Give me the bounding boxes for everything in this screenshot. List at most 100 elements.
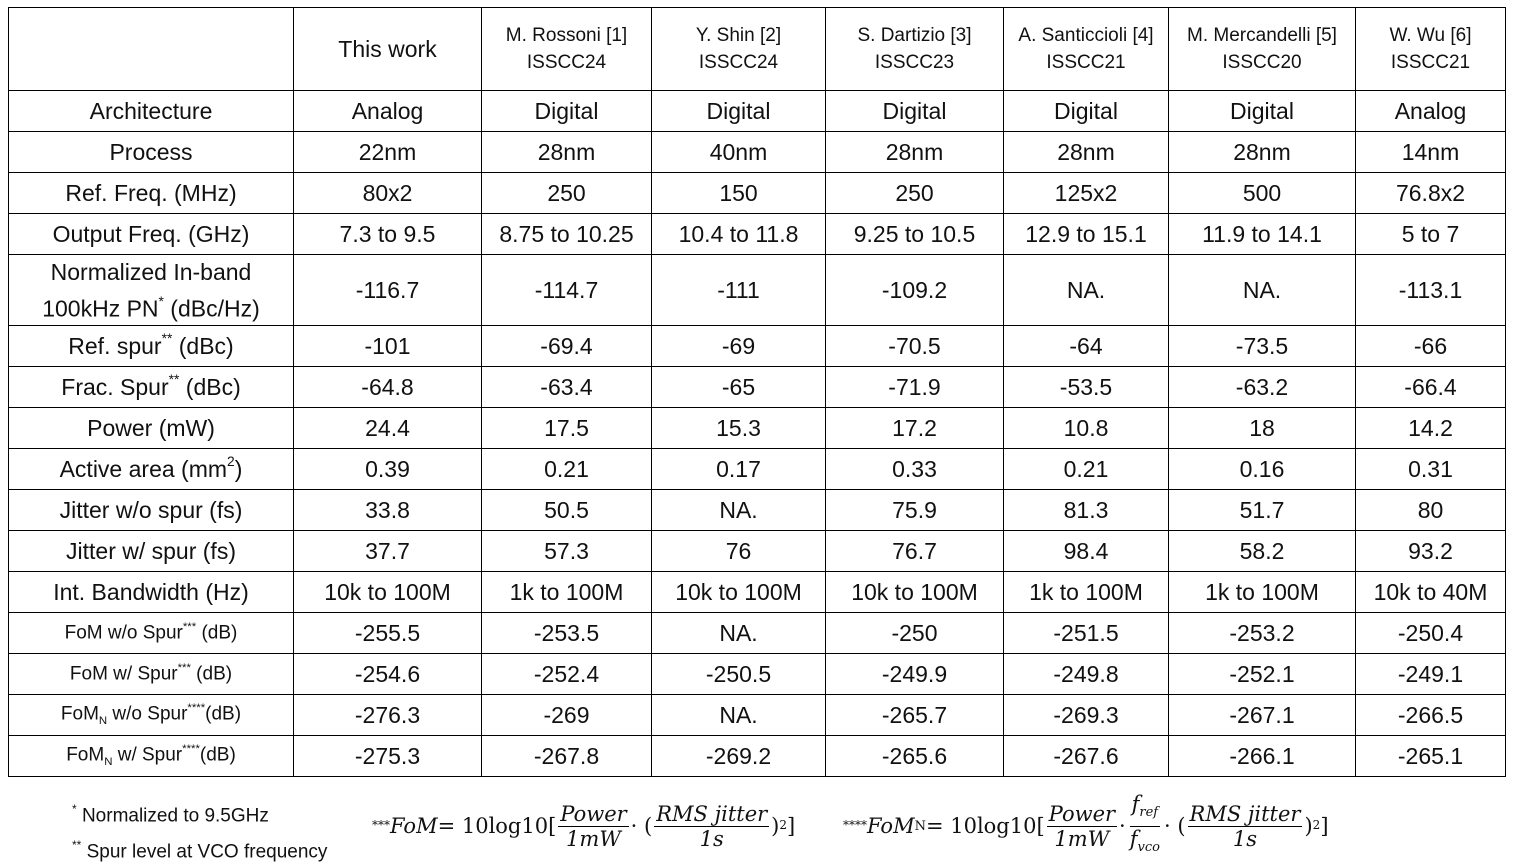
header-venue: ISSCC24 bbox=[526, 52, 607, 73]
header-row: This work M. Rossoni [1] ISSCC24 Y. Shin … bbox=[8, 7, 1506, 91]
row-label-unit: (dB) bbox=[205, 703, 242, 725]
formula-end: ] bbox=[787, 814, 796, 838]
value-cell: 0.21 bbox=[481, 448, 652, 490]
formula-dot: · ( bbox=[1163, 814, 1186, 838]
header-venue: ISSCC23 bbox=[874, 52, 955, 73]
value-cell: 93.2 bbox=[1355, 530, 1506, 572]
row-inband-pn: Normalized In-band 100kHz PN* (dBc/Hz) -1… bbox=[8, 254, 1506, 326]
row-fom-w-spur: FoM w/ Spur*** (dB) -254.6 -252.4 -250.5… bbox=[8, 653, 1506, 695]
footnote-spur-level: ** Spur level at VCO frequency bbox=[72, 831, 327, 867]
footnote-mark: *** bbox=[372, 817, 390, 832]
label-subscript: N bbox=[104, 756, 113, 769]
fraction-denominator: 1mW bbox=[566, 826, 621, 851]
row-label: FoMN w/ Spur****(dB) bbox=[8, 735, 294, 777]
footnote-mark: *** bbox=[182, 620, 197, 633]
row-frac-spur: Frac. Spur** (dBc) -64.8 -63.4 -65 -71.9… bbox=[8, 366, 1506, 408]
value-cell: NA. bbox=[651, 612, 826, 654]
value-cell: -64.8 bbox=[293, 366, 482, 408]
header-venue: ISSCC21 bbox=[1390, 52, 1471, 73]
footnote-mark: ** bbox=[161, 331, 173, 347]
frequency-fraction: fref fvco bbox=[1128, 792, 1162, 859]
value-cell: -101 bbox=[293, 325, 482, 367]
row-label: Ref. spur** (dBc) bbox=[8, 325, 294, 367]
value-cell: 15.3 bbox=[651, 407, 826, 449]
value-cell: 18 bbox=[1168, 407, 1356, 449]
row-label: Output Freq. (GHz) bbox=[8, 213, 294, 255]
header-mercandelli: M. Mercandelli [5] ISSCC20 bbox=[1168, 7, 1356, 91]
value-cell: 10k to 100M bbox=[651, 571, 826, 613]
formula-power: 2 bbox=[1312, 817, 1321, 832]
row-label: FoMN w/o Spur****(dB) bbox=[8, 694, 294, 736]
value-cell: NA. bbox=[1168, 254, 1356, 326]
row-label-text: Active area (mm bbox=[59, 455, 228, 482]
fraction-numerator: fref bbox=[1129, 792, 1161, 827]
value-cell: 28nm bbox=[1003, 131, 1169, 173]
formula-close: ) bbox=[1304, 814, 1313, 838]
value-cell: 75.9 bbox=[825, 489, 1004, 531]
value-cell: -249.9 bbox=[825, 653, 1004, 695]
formula-power: 2 bbox=[779, 817, 788, 832]
row-output-freq: Output Freq. (GHz) 7.3 to 9.5 8.75 to 10… bbox=[8, 213, 1506, 255]
footnote-mark: * bbox=[72, 801, 77, 816]
row-label: Jitter w/o spur (fs) bbox=[8, 489, 294, 531]
row-label-text: FoM bbox=[66, 744, 105, 766]
value-cell: -269 bbox=[481, 694, 652, 736]
header-corner-cell bbox=[8, 7, 294, 91]
row-label: Architecture bbox=[8, 90, 294, 132]
row-active-area: Active area (mm2) 0.39 0.21 0.17 0.33 0.… bbox=[8, 448, 1506, 490]
row-label-text: Ref. spur bbox=[68, 332, 162, 359]
value-cell: 40nm bbox=[651, 131, 826, 173]
value-cell: -250.5 bbox=[651, 653, 826, 695]
footnote-normalized: * Normalized to 9.5GHz bbox=[72, 795, 327, 831]
row-process: Process 22nm 28nm 40nm 28nm 28nm 28nm 14… bbox=[8, 131, 1506, 173]
header-name: This work bbox=[338, 35, 437, 62]
value-cell: -109.2 bbox=[825, 254, 1004, 326]
row-label-text: FoM bbox=[60, 703, 99, 725]
value-cell: 10k to 40M bbox=[1355, 571, 1506, 613]
row-label: Frac. Spur** (dBc) bbox=[8, 366, 294, 408]
value-cell: -53.5 bbox=[1003, 366, 1169, 408]
header-venue: ISSCC24 bbox=[698, 52, 779, 73]
value-cell: -269.3 bbox=[1003, 694, 1169, 736]
value-cell: 0.31 bbox=[1355, 448, 1506, 490]
fraction-numerator: Power bbox=[558, 801, 629, 827]
fraction-denominator: 1mW bbox=[1054, 826, 1110, 851]
row-label: Int. Bandwidth (Hz) bbox=[8, 571, 294, 613]
row-label: FoM w/o Spur*** (dB) bbox=[8, 612, 294, 654]
fomn-formula: **** FoM N = 10log10[ Power 1mW · fref fvco… bbox=[843, 792, 1329, 859]
header-venue: ISSCC21 bbox=[1046, 52, 1126, 73]
footnote-mark: **** bbox=[187, 701, 206, 714]
row-label-line1: Normalized In-band bbox=[50, 258, 252, 285]
row-label-text: FoM w/ Spur bbox=[69, 663, 178, 685]
unit-exponent: 2 bbox=[227, 454, 235, 470]
value-cell: 81.3 bbox=[1003, 489, 1169, 531]
value-cell: -267.8 bbox=[481, 735, 652, 777]
value-cell: NA. bbox=[651, 489, 826, 531]
value-cell: -253.5 bbox=[481, 612, 652, 654]
formula-lhs-sub: N bbox=[914, 818, 926, 834]
value-cell: 1k to 100M bbox=[1003, 571, 1169, 613]
value-cell: -267.6 bbox=[1003, 735, 1169, 777]
value-cell: 1k to 100M bbox=[1168, 571, 1356, 613]
value-cell: Analog bbox=[293, 90, 482, 132]
fraction-numerator: RMS jitter bbox=[1187, 801, 1303, 827]
power-fraction: Power 1mW bbox=[558, 801, 629, 851]
value-cell: -73.5 bbox=[1168, 325, 1356, 367]
value-cell: -266.5 bbox=[1355, 694, 1506, 736]
value-cell: -252.1 bbox=[1168, 653, 1356, 695]
header-name: A. Santiccioli [4] bbox=[1018, 25, 1154, 46]
value-cell: -266.1 bbox=[1168, 735, 1356, 777]
row-label-text2: w/ Spur bbox=[112, 744, 183, 766]
value-cell: -249.1 bbox=[1355, 653, 1506, 695]
row-label: Normalized In-band 100kHz PN* (dBc/Hz) bbox=[8, 254, 294, 326]
value-cell: -265.1 bbox=[1355, 735, 1506, 777]
value-cell: -63.4 bbox=[481, 366, 652, 408]
jitter-fraction: RMS jitter 1s bbox=[1187, 801, 1303, 851]
row-label: Ref. Freq. (MHz) bbox=[8, 172, 294, 214]
value-cell: -111 bbox=[651, 254, 826, 326]
value-cell: -116.7 bbox=[293, 254, 482, 326]
formula-dot: · ( bbox=[630, 814, 653, 838]
row-label-close: ) bbox=[234, 455, 243, 482]
row-label-unit: (dB) bbox=[190, 663, 233, 685]
header-name: M. Mercandelli [5] bbox=[1187, 25, 1337, 46]
